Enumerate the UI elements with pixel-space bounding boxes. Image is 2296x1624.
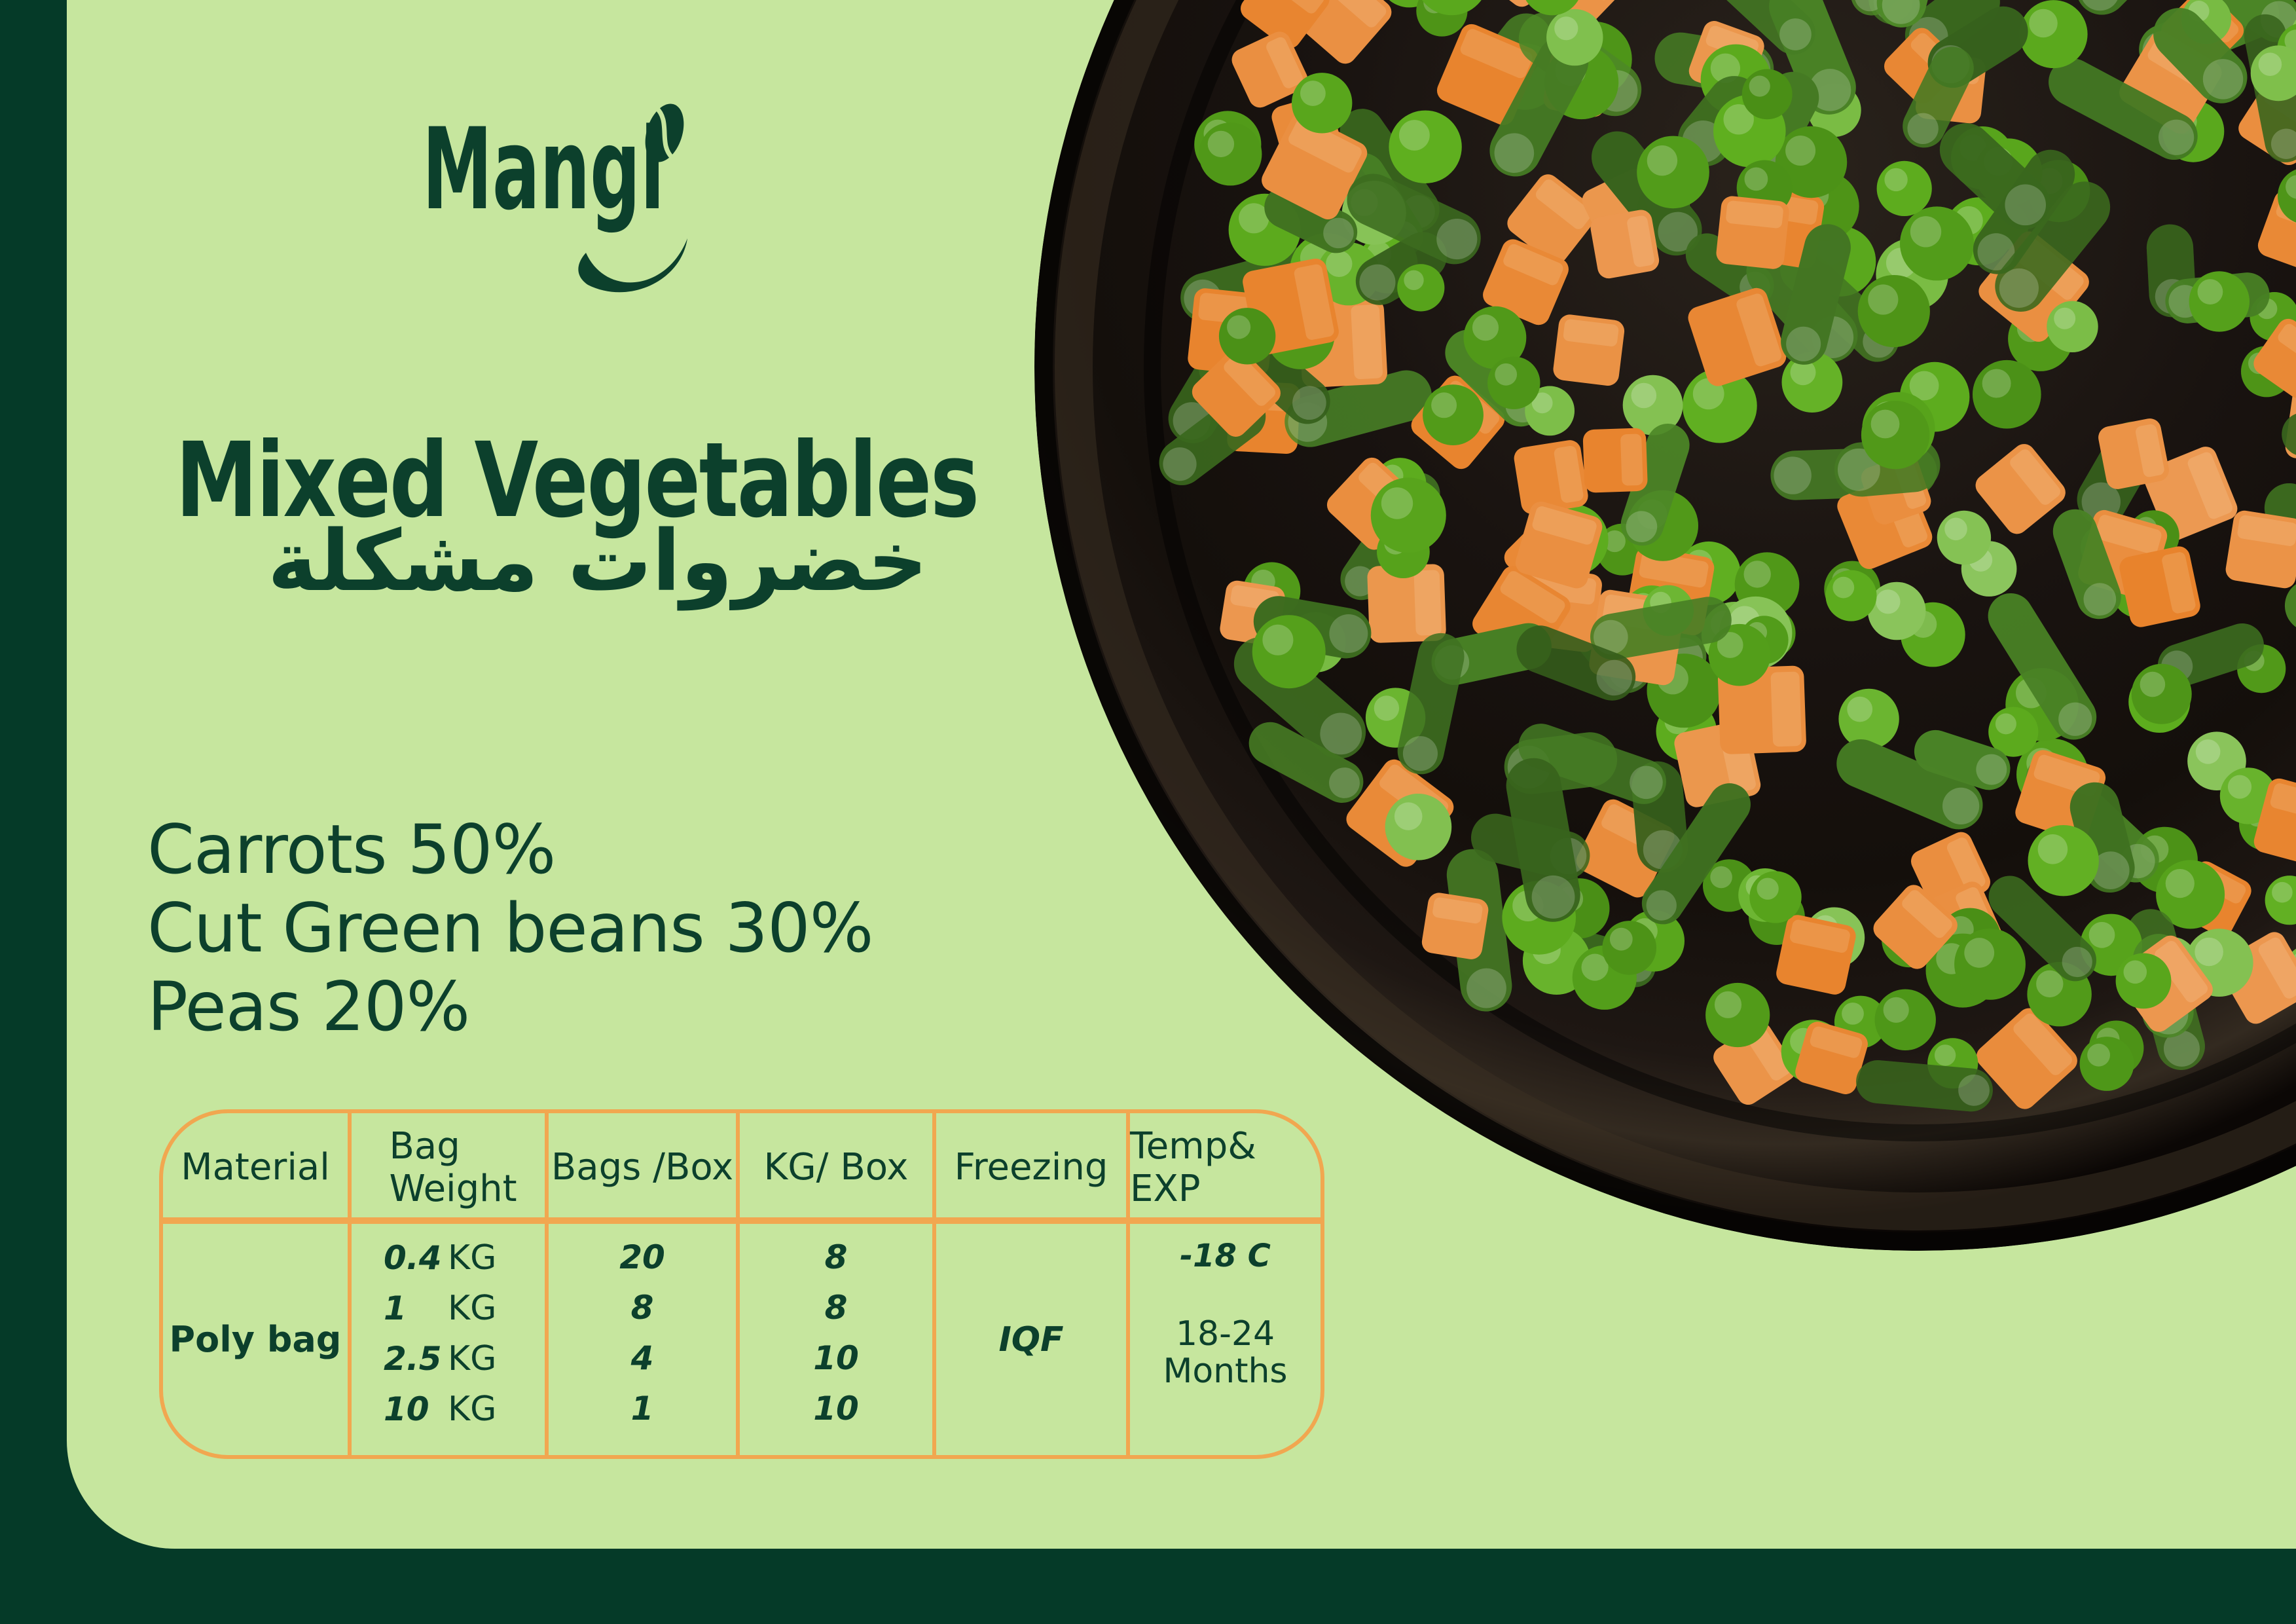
composition-line: Cut Green beans 30% [147,889,873,968]
bean-icon [645,103,684,162]
spec-table: Material Bag Weight Bags /Box KG/ Box Fr… [159,1109,1324,1459]
temperature-value: -18 C [1180,1238,1271,1274]
header-material: Material [163,1113,352,1217]
kg-per-box-value: 8 [824,1238,848,1276]
bags-per-box-value: 1 [630,1390,654,1428]
cell-kg-per-box: 8 8 10 10 [740,1224,936,1455]
bags-per-box-value: 4 [630,1339,654,1377]
product-title: Mixed Vegetables [175,420,979,541]
vegetables-scatter [1159,0,2296,1112]
cell-temp-exp: -18 C 18-24 Months [1130,1224,1321,1455]
material-value: Poly bag [169,1319,342,1360]
weight-row: 10 KG [384,1389,497,1429]
composition-line: Carrots 50% [147,811,556,889]
cell-freezing: IQF [936,1224,1130,1455]
vegetables-plate-image [1034,0,2296,1251]
weight-row: 2.5 KG [384,1338,497,1378]
cell-bags-per-box: 20 8 4 1 [549,1224,740,1455]
kg-per-box-value: 10 [813,1339,859,1377]
header-freezing: Freezing [936,1113,1130,1217]
header-separator [163,1217,1321,1224]
header-kg-per-box: KG/ Box [740,1113,936,1217]
bags-per-box-value: 8 [630,1289,654,1327]
logo-text: Mangi [422,103,665,235]
shelf-life-value: 18-24 Months [1163,1314,1288,1391]
product-title-arabic: خضروات مشكلة [267,513,928,610]
freezing-value: IQF [998,1320,1064,1359]
composition-list: Carrots 50% Cut Green beans 30% Peas 20% [147,811,873,1046]
cell-bag-weights: 0.4 KG 1 KG 2.5 KG 10 KG [352,1224,549,1455]
plate-well-shadow [1144,0,2296,1141]
cell-material: Poly bag [163,1224,352,1455]
plate-outer-edge [1034,0,2296,1251]
leaf-swash-icon [578,238,687,293]
kg-per-box-value: 8 [824,1289,848,1327]
header-bags-per-box: Bags /Box [549,1113,740,1217]
weight-row: 0.4 KG [384,1238,497,1278]
plate-rim-highlight [1055,0,2296,1230]
header-bag-weight: Bag Weight [352,1113,549,1217]
bags-per-box-value: 20 [619,1238,665,1276]
weight-row: 1 KG [384,1288,497,1328]
product-photo [1034,0,2296,1251]
header-temp-exp: Temp& EXP [1130,1124,1256,1210]
brand-logo: Mangi [393,84,720,306]
kg-per-box-value: 10 [813,1390,859,1428]
composition-line: Peas 20% [147,968,470,1046]
